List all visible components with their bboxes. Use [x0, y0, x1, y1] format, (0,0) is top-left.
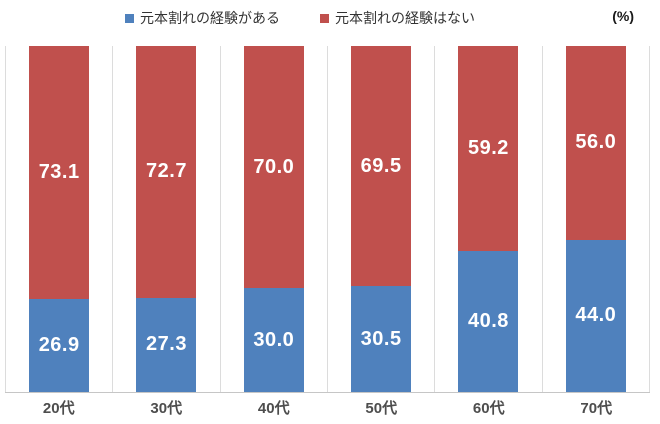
bar-value-label: 56.0	[575, 131, 617, 154]
bar-value-label: 30.5	[360, 327, 402, 350]
category-column: 73.1 26.9	[5, 46, 112, 392]
bar-segment-has-experience: 30.5	[351, 286, 412, 392]
percent-unit-label: (%)	[612, 8, 634, 24]
bar-segment-has-experience: 27.3	[136, 297, 197, 392]
bar-value-label: 70.0	[253, 155, 295, 178]
bar-segment-no-experience: 72.7	[136, 46, 197, 298]
stacked-bar: 59.2 40.8	[458, 46, 519, 392]
legend-item-has-experience: 元本割れの経験がある	[125, 8, 280, 28]
bar-value-label: 30.0	[253, 328, 295, 351]
x-axis-line	[5, 392, 650, 393]
category-column: 56.0 44.0	[541, 46, 650, 392]
plot-area: 73.1 26.9 72.7 27.3 70.0 30.0 69.5 30.5 59.2 40.8…	[5, 46, 650, 392]
bar-value-label: 40.8	[468, 309, 509, 332]
x-axis-label: 50代	[365, 400, 398, 417]
bar-value-label: 73.1	[38, 160, 80, 183]
stacked-bar: 69.5 30.5	[351, 46, 412, 392]
category-column: 59.2 40.8	[434, 46, 541, 392]
bar-value-label: 26.9	[38, 333, 80, 356]
category-column: 70.0 30.0	[219, 46, 327, 392]
legend-label-no-experience: 元本割れの経験はない	[335, 10, 475, 26]
bar-segment-has-experience: 26.9	[29, 298, 90, 392]
bar-value-label: 69.5	[360, 154, 402, 177]
x-axis-label: 70代	[580, 400, 613, 417]
x-axis-label: 30代	[150, 400, 183, 417]
stacked-bar: 73.1 26.9	[29, 46, 90, 392]
category-column: 72.7 27.3	[112, 46, 219, 392]
chart-legend: 元本割れの経験がある 元本割れの経験はない	[0, 7, 600, 29]
bar-value-label: 59.2	[468, 136, 509, 159]
stacked-bar: 70.0 30.0	[243, 46, 304, 392]
bar-segment-no-experience: 70.0	[243, 46, 304, 289]
legend-swatch-blue-icon	[125, 13, 134, 23]
bar-segment-has-experience: 30.0	[243, 288, 304, 392]
x-axis-labels: 20代 30代 40代 50代 60代 70代	[5, 398, 650, 422]
x-axis-label: 40代	[257, 400, 290, 417]
category-column: 69.5 30.5	[326, 46, 434, 392]
legend-item-no-experience: 元本割れの経験はない	[320, 8, 475, 28]
legend-swatch-red-icon	[320, 13, 329, 23]
bar-segment-no-experience: 69.5	[351, 46, 412, 287]
stacked-bar: 56.0 44.0	[565, 46, 626, 392]
bar-value-label: 27.3	[146, 333, 187, 356]
bar-segment-has-experience: 44.0	[565, 239, 626, 392]
bar-segment-no-experience: 73.1	[29, 46, 90, 299]
bar-segment-has-experience: 40.8	[458, 250, 519, 392]
bar-segment-no-experience: 56.0	[565, 46, 626, 240]
x-axis-label: 20代	[42, 400, 75, 417]
x-axis-label: 60代	[472, 400, 505, 417]
bar-segment-no-experience: 59.2	[458, 46, 519, 251]
stacked-bar: 72.7 27.3	[136, 46, 197, 392]
bar-value-label: 44.0	[575, 304, 617, 327]
legend-label-has-experience: 元本割れの経験がある	[140, 10, 280, 26]
bar-value-label: 72.7	[146, 160, 187, 183]
